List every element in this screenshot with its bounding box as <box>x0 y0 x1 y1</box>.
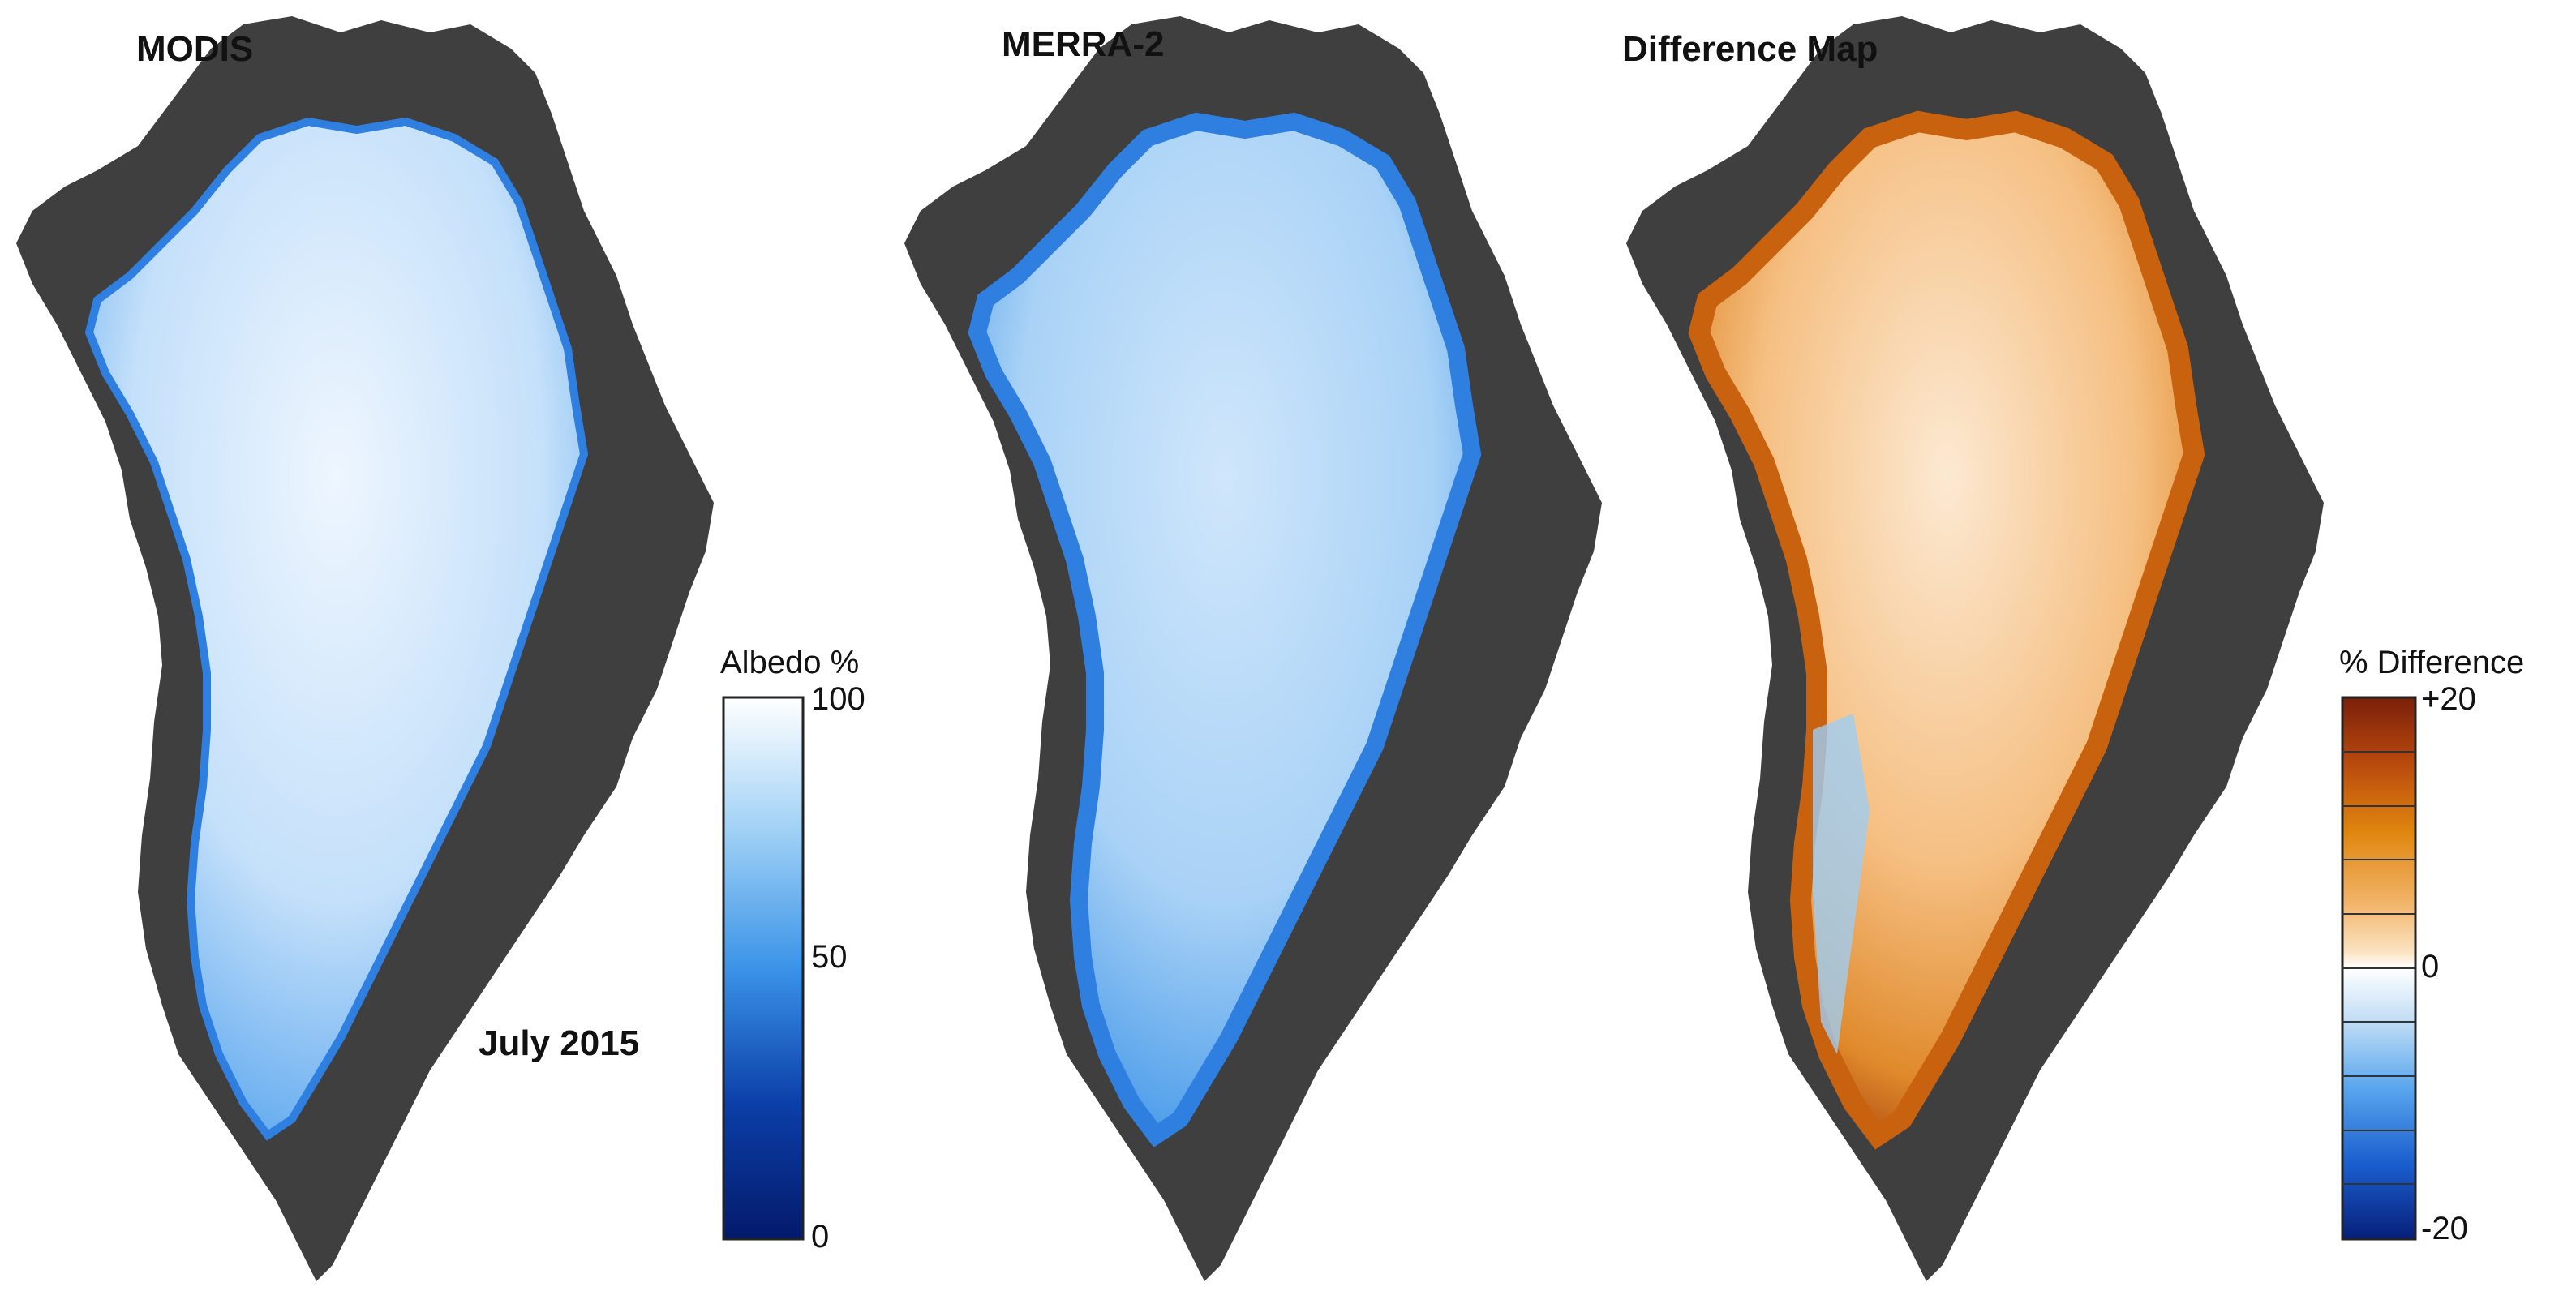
difference-legend-title: % Difference <box>2339 645 2525 680</box>
difference-colorbar-ticks <box>2342 751 2415 1185</box>
difference-tick-0: 0 <box>2421 949 2440 984</box>
panel-title-modis: MODIS <box>136 29 254 69</box>
date-label: July 2015 <box>479 1023 640 1063</box>
map-modis <box>16 16 714 1281</box>
map-merra2 <box>904 16 1602 1281</box>
albedo-tick-100: 100 <box>811 681 865 717</box>
panel-title-difference: Difference Map <box>1622 29 1878 69</box>
albedo-tick-0: 0 <box>811 1219 830 1255</box>
albedo-colorbar <box>722 696 805 1241</box>
albedo-tick-50: 50 <box>811 939 848 975</box>
map-difference <box>1626 16 2324 1281</box>
albedo-legend-title: Albedo % <box>720 645 860 680</box>
panel-title-merra2: MERRA-2 <box>1002 24 1165 64</box>
difference-blue-band <box>1813 714 1870 1054</box>
difference-tick-minus20: -20 <box>2421 1211 2468 1246</box>
difference-tick-plus20: +20 <box>2421 681 2476 717</box>
